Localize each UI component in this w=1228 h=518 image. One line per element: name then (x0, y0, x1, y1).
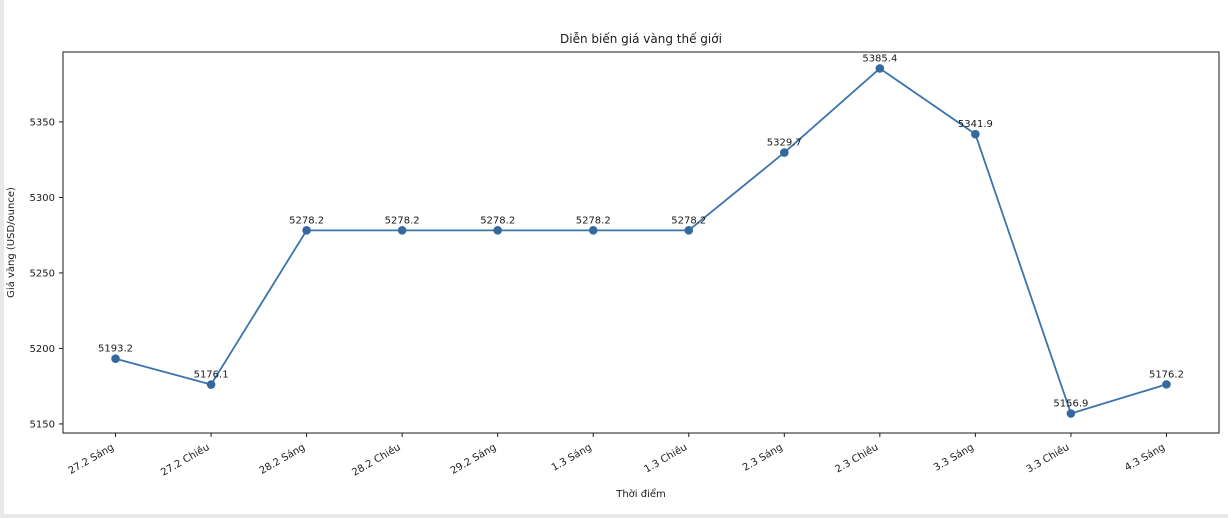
x-tick-label: 29.2 Sáng (448, 441, 498, 477)
y-tick-label: 5250 (30, 268, 55, 279)
y-tick-label: 5200 (30, 344, 55, 355)
x-tick-label: 2.3 Chiều (833, 441, 880, 475)
data-point (588, 226, 598, 235)
series-line (114, 67, 1168, 415)
x-tick-label: 3.3 Chiều (1024, 441, 1071, 475)
data-point-label: 5278.2 (671, 215, 706, 226)
y-tick-label: 5350 (30, 117, 55, 128)
data-point (493, 226, 502, 235)
y-axis-label: Giá vàng (USD/ounce) (5, 187, 17, 298)
x-tick-label: 4.3 Sáng (1123, 441, 1167, 474)
data-point (302, 226, 311, 235)
x-tick-label: 2.3 Sáng (740, 441, 784, 474)
series-layer: 5193.2 5176.1 5278.2 5278.2 5278.2 5278.2 5278… (98, 53, 1184, 418)
data-point-label: 5278.2 (576, 215, 611, 226)
y-tick-label: 5300 (30, 193, 55, 204)
x-tick-label: 28.2 Chiều (350, 441, 403, 478)
data-point-label: 5385.4 (862, 53, 897, 64)
data-point (206, 380, 216, 389)
x-tick-label: 28.2 Sáng (257, 441, 307, 477)
data-point-label: 5341.9 (958, 119, 993, 130)
data-point-label: 5278.2 (289, 215, 324, 226)
data-point-label: 5176.2 (1149, 369, 1184, 380)
data-point (111, 354, 120, 364)
data-point (1162, 380, 1171, 389)
data-point-label: 5176.1 (194, 370, 229, 381)
data-point (780, 148, 789, 157)
data-point-label: 5278.2 (385, 215, 420, 226)
x-axis-label: Thời điểm (615, 487, 666, 500)
x-tick-label: 1.3 Chiều (642, 441, 689, 475)
data-point (971, 129, 980, 139)
data-point (684, 226, 694, 235)
x-tick-label: 1.3 Sáng (549, 441, 593, 474)
data-point-label: 5193.2 (98, 344, 133, 355)
data-point-label: 5329.7 (767, 138, 802, 149)
data-point (875, 64, 885, 73)
bottom-edge-strip (0, 514, 1228, 518)
data-point (397, 226, 407, 235)
plot-border (62, 51, 1220, 434)
axes-layer: 5150 5200 5250 5300 5350 27.2 Sáng 27.2 Chiều 2… (30, 51, 1220, 479)
x-tick-label: 3.3 Sáng (932, 441, 976, 474)
y-tick-label: 5150 (30, 419, 55, 430)
data-point-label: 5156.9 (1053, 399, 1088, 410)
x-tick-label: 27.2 Sáng (66, 441, 116, 477)
data-point (1066, 409, 1076, 418)
x-tick-label: 27.2 Chiều (159, 441, 212, 478)
left-edge-strip (0, 0, 4, 518)
data-point-label: 5278.2 (480, 215, 515, 226)
chart-title: Diễn biến giá vàng thế giới (560, 32, 722, 46)
